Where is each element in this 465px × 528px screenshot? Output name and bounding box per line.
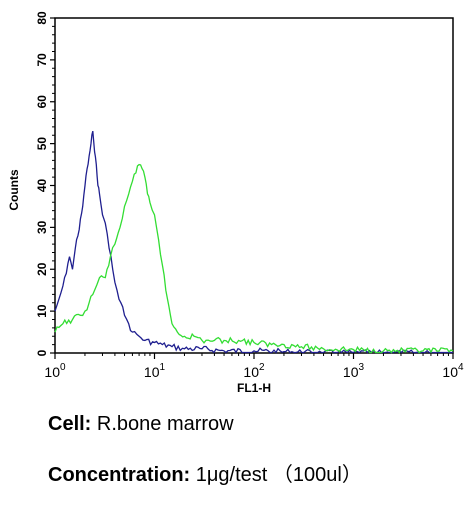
y-axis: 0 10 20 30 40 50 60 70 80 — [35, 11, 55, 356]
y-tick-label: 70 — [35, 53, 49, 67]
series-layer — [54, 130, 454, 354]
cell-caption-label: Cell: — [48, 413, 92, 435]
y-tick-label: 10 — [35, 304, 49, 318]
y-tick-label: 40 — [35, 179, 49, 193]
cell-caption: Cell: R.bone marrow — [48, 413, 234, 436]
concentration-caption: Concentration: 1μg/test （100ul） — [48, 458, 362, 487]
y-tick-label: 0 — [35, 349, 49, 356]
concentration-caption-label: Concentration: — [48, 464, 191, 486]
y-tick-label: 60 — [35, 95, 49, 109]
x-tick-label: 103 — [343, 362, 365, 380]
x-tick-label: 101 — [144, 362, 166, 380]
y-axis-label: Counts — [7, 169, 21, 211]
y-tick-label: 20 — [35, 262, 49, 276]
series-line-2 — [54, 163, 454, 354]
cell-caption-value: R.bone marrow — [91, 413, 234, 435]
y-tick-label: 80 — [35, 11, 49, 25]
x-tick-label: 104 — [442, 362, 464, 380]
x-axis-label: FL1-H — [237, 381, 271, 395]
plot-frame — [54, 17, 454, 354]
x-axis: 100 101 102 103 104 — [44, 353, 464, 380]
x-tick-label: 102 — [243, 362, 265, 380]
histogram-chart: 0 10 20 30 40 50 60 70 80 100 101 102 103 104 Counts… — [7, 11, 464, 395]
y-tick-label: 30 — [35, 220, 49, 234]
x-tick-label: 100 — [44, 362, 66, 380]
concentration-caption-value: 1μg/test （100ul） — [190, 464, 362, 486]
y-tick-label: 50 — [35, 137, 49, 151]
